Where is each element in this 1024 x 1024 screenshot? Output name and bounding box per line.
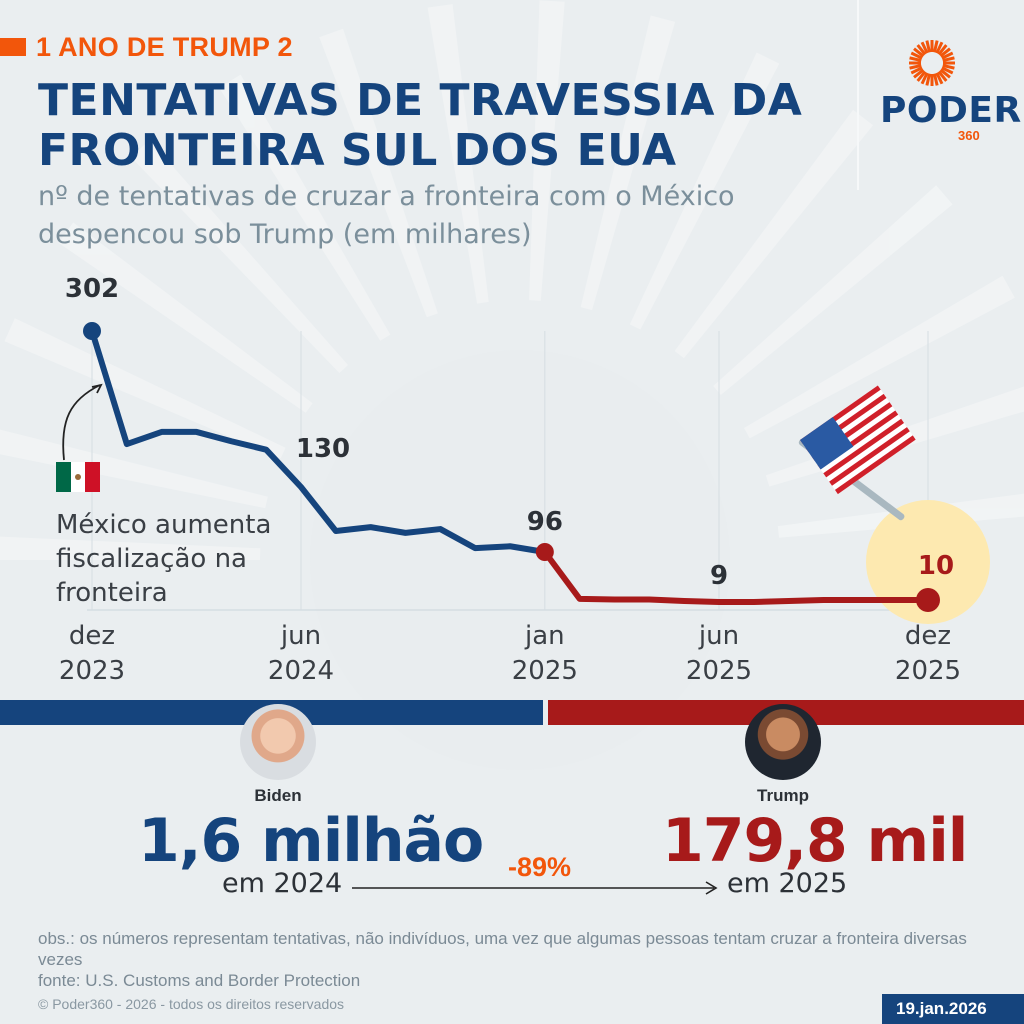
- us-flag-icon: [798, 385, 916, 521]
- trump-name: Trump: [757, 786, 809, 805]
- biden-total: 1,6 milhão: [138, 806, 484, 876]
- biden-period: em 2024: [222, 868, 343, 899]
- annotation-text: México aumenta fiscalização na fronteira: [56, 508, 271, 610]
- comparison-arrow: [352, 881, 718, 895]
- footnotes: obs.: os números representam tentativas,…: [38, 928, 968, 991]
- trump-avatar: [745, 704, 821, 780]
- source-text: fonte: U.S. Customs and Border Protectio…: [38, 971, 361, 990]
- kicker-marker: [0, 38, 26, 56]
- tick-label: 2023: [59, 656, 125, 686]
- biden-avatar: [240, 704, 316, 780]
- logo-number: 360: [958, 128, 980, 143]
- annotation-line: fronteira: [56, 578, 168, 608]
- data-label: 130: [296, 434, 350, 464]
- publish-date: 19.jan.2026: [882, 994, 1024, 1024]
- copyright: © Poder360 - 2026 - todos os direitos re…: [38, 996, 345, 1012]
- data-point: [916, 588, 940, 612]
- trump-total: 179,8 mil: [662, 806, 968, 876]
- logo-word: PODER: [880, 90, 1022, 131]
- biden-name: Biden: [254, 786, 302, 805]
- title-line-1: TENTATIVAS DE TRAVESSIA DA: [38, 75, 803, 126]
- series-line-trump: [542, 550, 928, 605]
- tick-label: dez: [69, 621, 115, 651]
- series-line-biden: [89, 330, 546, 555]
- highlight-circle: [866, 500, 990, 624]
- annotation-line: México aumenta: [56, 510, 272, 540]
- tick-label: 2025: [512, 656, 578, 686]
- mexico-flag-icon: [56, 462, 100, 492]
- data-label: 302: [65, 274, 119, 304]
- tick-label: jan: [524, 621, 565, 651]
- subtitle-line-2: despencou sob Trump (em milhares): [38, 219, 532, 250]
- subtitle-line-1: nº de tentativas de cruzar a fronteira c…: [38, 181, 735, 212]
- tick-label: jun: [698, 621, 739, 651]
- annotation-arrowhead: [91, 383, 103, 394]
- poder360-logo: PODER 360: [872, 38, 1021, 143]
- note-text: obs.: os números representam tentativas,…: [38, 929, 967, 969]
- tick-label: dez: [905, 621, 951, 651]
- tick-label: 2025: [686, 656, 752, 686]
- data-label: 96: [527, 507, 563, 537]
- kicker-text: 1 ANO DE TRUMP 2: [36, 31, 293, 62]
- change-percent: -89%: [508, 852, 572, 882]
- kicker: 1 ANO DE TRUMP 2: [0, 32, 293, 62]
- tick-label: 2024: [268, 656, 334, 686]
- title-line-2: FRONTEIRA SUL DOS EUA: [38, 125, 677, 176]
- page-title: TENTATIVAS DE TRAVESSIA DA FRONTEIRA SUL…: [38, 76, 802, 176]
- divider: [857, 0, 859, 190]
- data-label: 10: [918, 551, 954, 581]
- trump-period: em 2025: [727, 868, 848, 899]
- tick-label: 2025: [895, 656, 961, 686]
- data-label: 9: [710, 561, 728, 591]
- line-chart: 302 130 96 9 10 dez 2023 jun 2024 jan 2025 jun 2025…: [56, 274, 990, 686]
- sun-icon: [909, 40, 955, 86]
- data-point: [535, 543, 554, 561]
- annotation-line: fiscalização na: [56, 544, 247, 574]
- subtitle: nº de tentativas de cruzar a fronteira c…: [38, 178, 735, 254]
- annotation-arrow: [62, 384, 101, 461]
- tick-label: jun: [280, 621, 321, 651]
- data-point: [83, 322, 101, 340]
